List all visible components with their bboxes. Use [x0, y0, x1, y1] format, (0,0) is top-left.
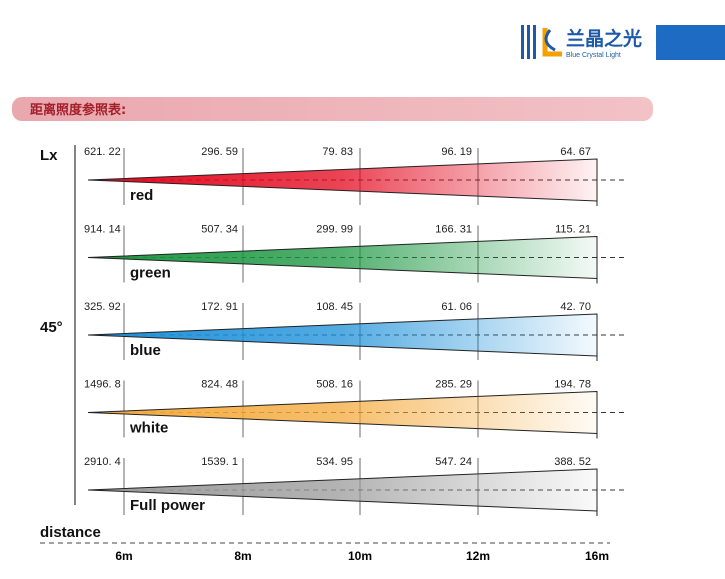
distance: 6m: [115, 549, 132, 563]
value: 621. 22: [84, 146, 121, 158]
value: 388. 52: [554, 456, 591, 468]
value: 1539. 1: [201, 456, 238, 468]
row-label: Full power: [130, 497, 205, 514]
value: 285. 29: [435, 379, 472, 391]
distance: 10m: [348, 549, 372, 563]
value: 914. 14: [84, 224, 121, 236]
value: 64. 67: [560, 146, 591, 158]
distance: 8m: [234, 549, 251, 563]
row-label: white: [129, 420, 168, 437]
value: 508. 16: [316, 379, 353, 391]
distance: 16m: [585, 549, 609, 563]
beam: [87, 158, 598, 202]
logo: 兰晶之光 Blue Crystal Light: [521, 25, 725, 60]
value: 296. 59: [201, 146, 238, 158]
row-label: green: [130, 265, 171, 282]
distance: 12m: [466, 549, 490, 563]
brand-en: Blue Crystal Light: [566, 52, 621, 59]
value: 194. 78: [554, 379, 591, 391]
row-label: red: [130, 187, 153, 204]
value: 2910. 4: [84, 456, 121, 468]
value: 96. 19: [441, 146, 472, 158]
value: 108. 45: [316, 301, 353, 313]
row-label: blue: [130, 342, 161, 359]
value: 172. 91: [201, 301, 238, 313]
value: 42. 70: [560, 301, 591, 313]
angle-label: 45°: [40, 319, 63, 336]
value: 325. 92: [84, 301, 121, 313]
beam: [87, 313, 598, 357]
brand: 兰晶之光: [566, 27, 642, 50]
banner: [12, 97, 653, 121]
value: 547. 24: [435, 456, 472, 468]
value: 115. 21: [555, 224, 591, 236]
distance-label: distance: [40, 524, 101, 541]
value: 61. 06: [441, 301, 472, 313]
unit-label: Lx: [40, 147, 58, 164]
value: 166. 31: [435, 224, 472, 236]
value: 507. 34: [201, 224, 238, 236]
value: 79. 83: [322, 146, 353, 158]
value: 534. 95: [316, 456, 353, 468]
value: 824. 48: [201, 379, 238, 391]
value: 1496. 8: [84, 379, 121, 391]
value: 299. 99: [316, 224, 353, 236]
section-title: 距离照度参照表:: [30, 102, 126, 118]
